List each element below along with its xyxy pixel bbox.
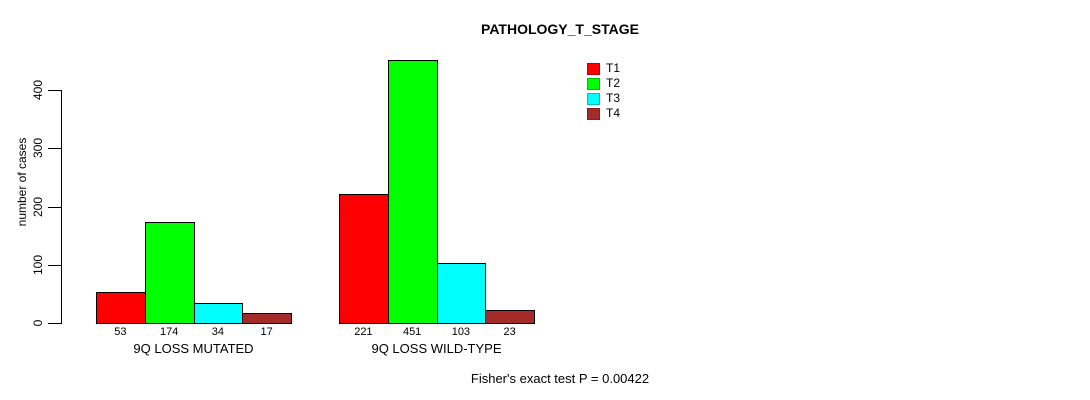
- y-tick-label: 300: [31, 138, 45, 159]
- legend: T1 T2 T3 T4: [587, 62, 620, 120]
- y-axis-line: [61, 90, 62, 324]
- legend-item: T3: [587, 92, 620, 105]
- y-tick-label: 100: [31, 254, 45, 275]
- y-tick-label: 400: [31, 79, 45, 101]
- chart-title: PATHOLOGY_T_STAGE: [481, 21, 639, 37]
- bar-value-label: 221: [354, 326, 373, 338]
- bar-t4: [485, 309, 535, 324]
- bar-t1: [96, 292, 146, 324]
- legend-swatch-icon: [587, 77, 600, 90]
- legend-label: T2: [606, 76, 621, 90]
- bar-value-label: 34: [211, 326, 224, 338]
- y-axis-title: number of cases: [15, 137, 29, 227]
- y-tick-label: 0: [31, 319, 45, 327]
- bar-value-label: 53: [114, 326, 127, 338]
- footer-note: Fisher's exact test P = 0.00422: [470, 371, 650, 386]
- y-tick: [48, 323, 61, 324]
- bar-value-label: 23: [503, 326, 516, 338]
- bar-value-label: 451: [402, 326, 422, 338]
- group-label: 9Q LOSS MUTATED: [133, 341, 254, 356]
- legend-item: T2: [587, 77, 620, 90]
- bar-t4: [242, 313, 292, 324]
- bar-t3: [436, 263, 487, 324]
- legend-item: T4: [587, 107, 620, 120]
- y-tick: [48, 148, 61, 150]
- bar-t2: [387, 60, 438, 324]
- bar-t2: [144, 221, 195, 324]
- y-tick: [48, 206, 61, 208]
- legend-swatch-icon: [587, 107, 600, 120]
- legend-label: T1: [606, 61, 621, 75]
- legend-label: T4: [606, 106, 621, 120]
- bar-value-label: 174: [159, 326, 179, 338]
- y-tick-label: 200: [31, 196, 45, 217]
- legend-swatch-icon: [587, 92, 600, 105]
- bar-value-label: 17: [260, 326, 273, 338]
- legend-label: T3: [606, 91, 621, 105]
- bar-value-label: 103: [451, 326, 471, 338]
- y-tick: [48, 264, 61, 266]
- bar-t3: [193, 303, 244, 324]
- bar-t1: [339, 194, 389, 324]
- legend-swatch-icon: [587, 62, 600, 75]
- y-tick: [48, 90, 61, 91]
- group-label: 9Q LOSS WILD-TYPE: [371, 341, 502, 356]
- legend-item: T1: [587, 62, 620, 75]
